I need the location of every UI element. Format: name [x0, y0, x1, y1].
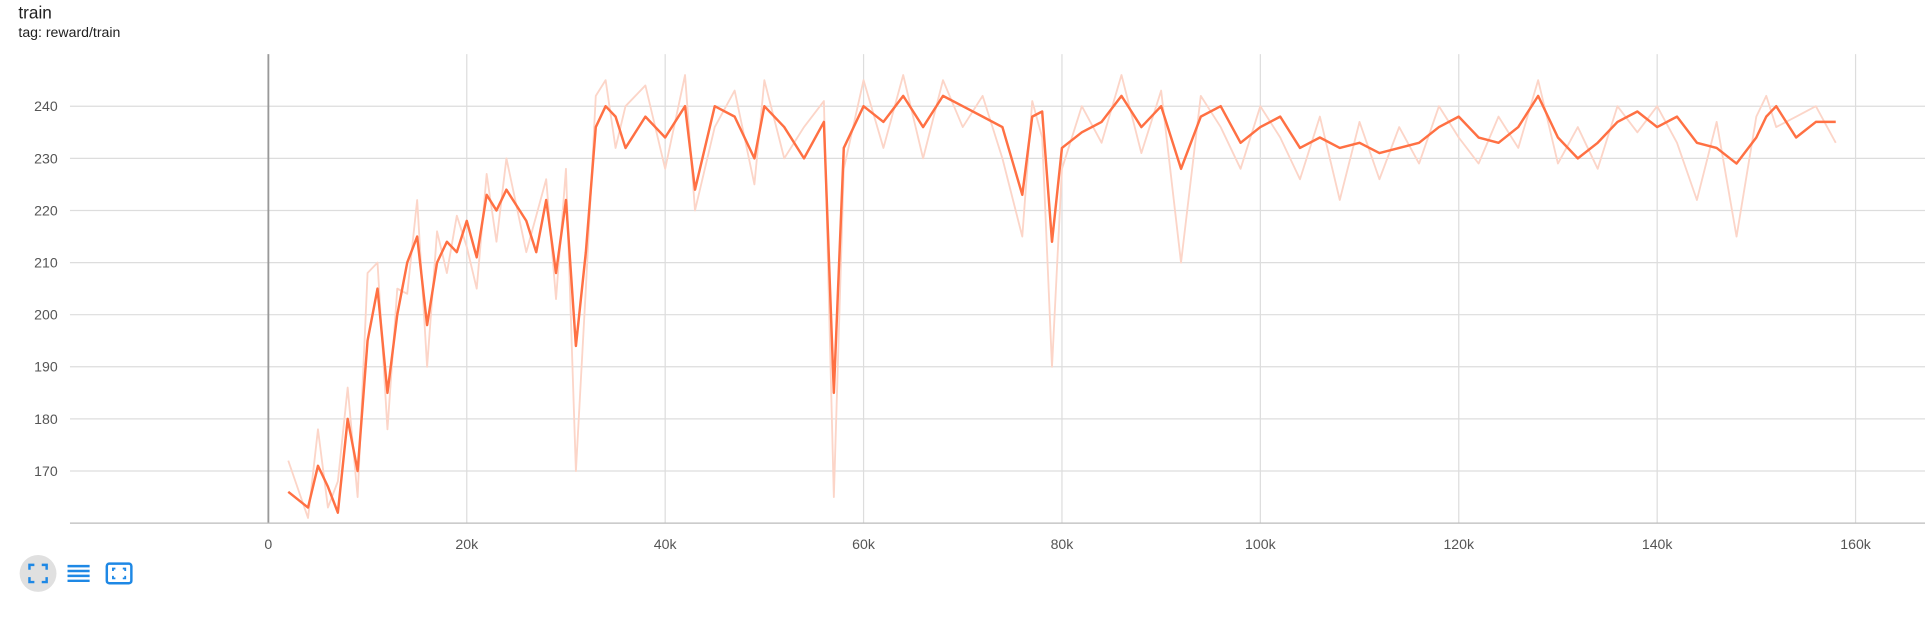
chart-title: train [18, 3, 51, 23]
x-tick-label: 160k [1840, 536, 1872, 552]
fullscreen-button[interactable] [105, 562, 133, 585]
x-tick-label: 60k [852, 536, 876, 552]
y-tick-label: 190 [34, 359, 58, 375]
x-tick-label: 120k [1443, 536, 1475, 552]
y-tick-label: 180 [34, 411, 58, 427]
y-tick-label: 170 [34, 463, 58, 479]
x-tick-label: 0 [264, 536, 272, 552]
y-tick-label: 210 [34, 254, 58, 270]
y-tick-label: 200 [34, 307, 58, 323]
series-line [287, 94, 1836, 514]
y-tick-label: 230 [34, 150, 58, 166]
x-tick-label: 140k [1642, 536, 1674, 552]
x-tick-label: 100k [1245, 536, 1277, 552]
y-tick-label: 220 [34, 202, 58, 218]
chart-subtitle: tag: reward/train [18, 24, 120, 40]
x-tick-label: 80k [1051, 536, 1075, 552]
y-tick-label: 240 [34, 98, 58, 114]
log-scale-button[interactable] [67, 564, 90, 583]
fit-domain-button[interactable] [19, 555, 57, 592]
x-tick-label: 40k [654, 536, 678, 552]
x-tick-label: 20k [455, 536, 479, 552]
toolbar [19, 555, 133, 592]
series-line [287, 74, 1837, 519]
